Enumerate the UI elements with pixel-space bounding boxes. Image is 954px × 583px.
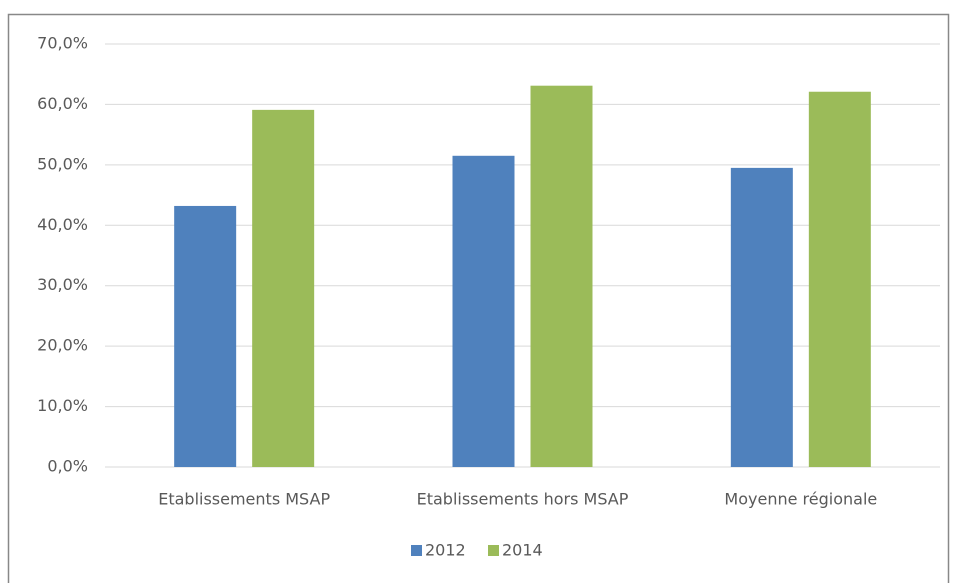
x-tick-label: Moyenne régionale: [724, 490, 877, 509]
legend-label: 2012: [425, 541, 466, 560]
y-tick-label: 70,0%: [37, 34, 88, 53]
x-tick-label: Etablissements hors MSAP: [417, 490, 629, 509]
bar: [452, 155, 515, 468]
legend-label: 2014: [502, 541, 543, 560]
bar: [808, 91, 871, 467]
y-tick-label: 20,0%: [37, 336, 88, 355]
bar: [530, 85, 593, 468]
legend-swatch: [488, 545, 499, 556]
y-tick-label: 10,0%: [37, 396, 88, 415]
legend-swatch: [411, 545, 422, 556]
y-tick-label: 40,0%: [37, 215, 88, 234]
y-tick-label: 60,0%: [37, 94, 88, 113]
x-tick-label: Etablissements MSAP: [158, 490, 330, 509]
y-tick-label: 50,0%: [37, 154, 88, 173]
y-tick-label: 0,0%: [47, 457, 88, 476]
bar: [730, 167, 793, 467]
bar: [252, 109, 315, 468]
bar: [174, 205, 237, 467]
y-tick-label: 30,0%: [37, 275, 88, 294]
